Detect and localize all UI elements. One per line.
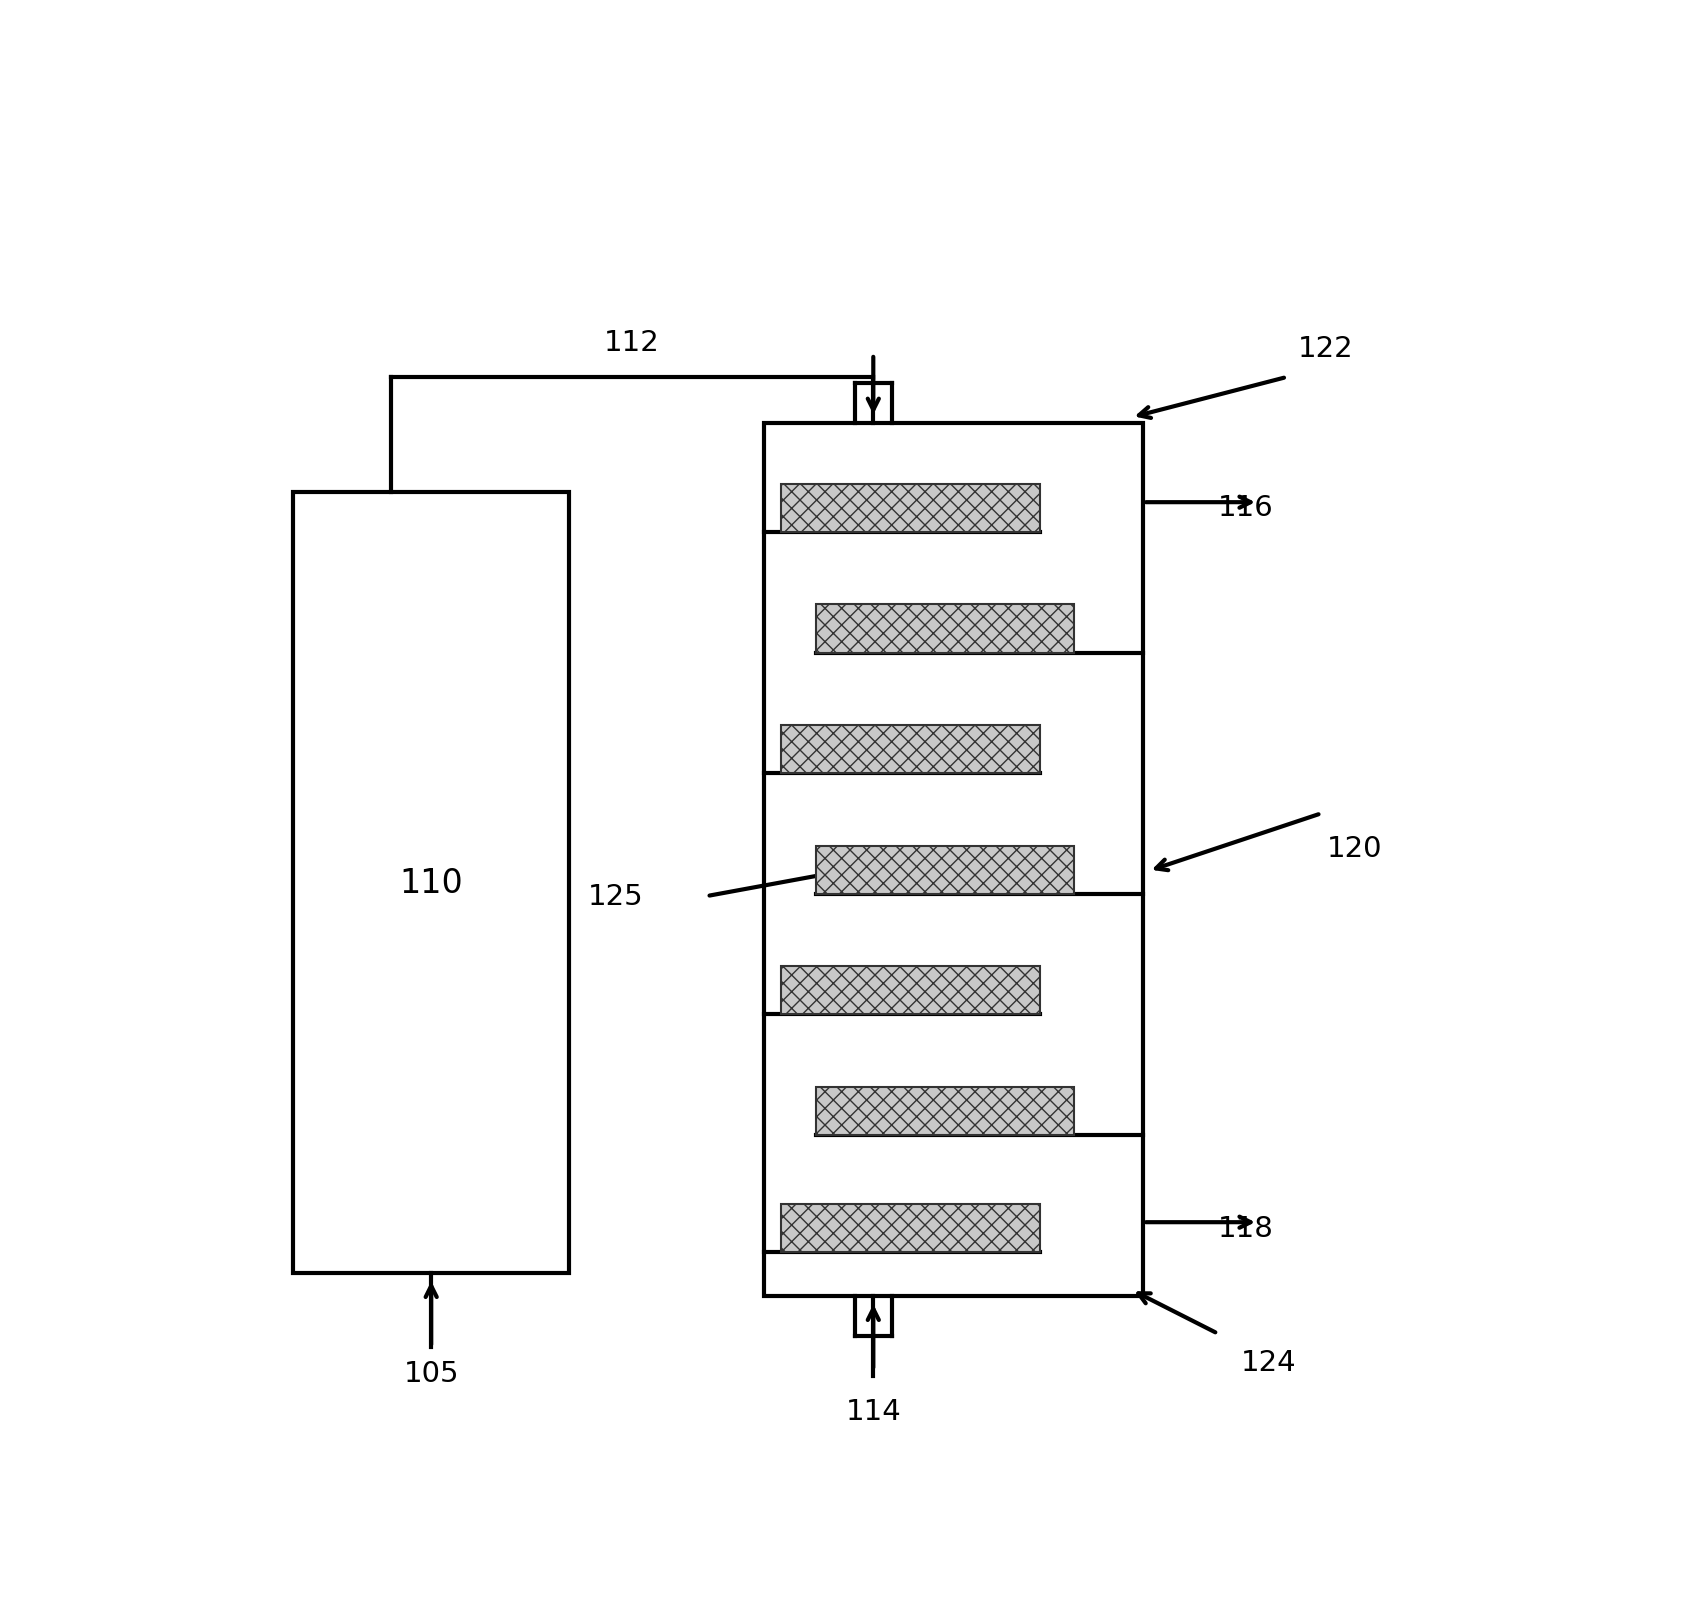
- Text: 105: 105: [404, 1358, 458, 1388]
- Bar: [293, 492, 569, 1272]
- Bar: [782, 485, 1039, 532]
- Text: 110: 110: [399, 867, 463, 899]
- Text: 120: 120: [1327, 834, 1382, 862]
- Bar: [816, 846, 1074, 894]
- Bar: [816, 1087, 1074, 1134]
- Bar: [763, 424, 1143, 1295]
- Bar: [782, 967, 1039, 1014]
- Text: 114: 114: [845, 1397, 901, 1425]
- Text: 116: 116: [1218, 493, 1273, 521]
- Bar: [782, 725, 1039, 774]
- Bar: [782, 1204, 1039, 1253]
- Text: 112: 112: [605, 329, 659, 357]
- Text: 118: 118: [1218, 1214, 1273, 1242]
- Text: 124: 124: [1241, 1349, 1297, 1376]
- Text: 125: 125: [588, 883, 644, 911]
- Text: 122: 122: [1298, 334, 1353, 364]
- Bar: [816, 605, 1074, 652]
